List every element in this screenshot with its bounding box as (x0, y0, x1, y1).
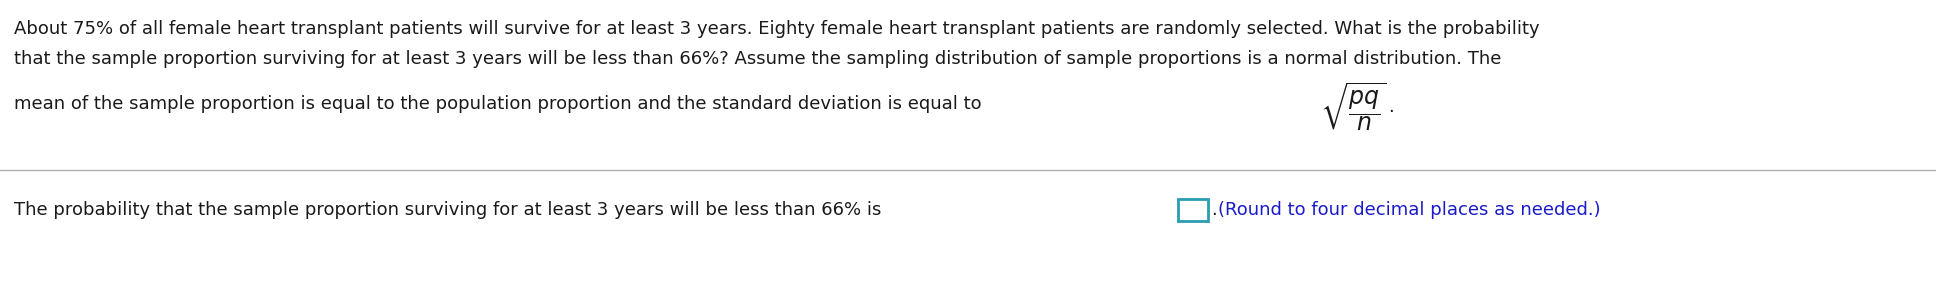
Text: mean of the sample proportion is equal to the population proportion and the stan: mean of the sample proportion is equal t… (14, 95, 982, 113)
Text: (Round to four decimal places as needed.): (Round to four decimal places as needed.… (1218, 201, 1601, 219)
Text: .: . (1388, 98, 1394, 116)
Text: that the sample proportion surviving for at least 3 years will be less than 66%?: that the sample proportion surviving for… (14, 50, 1502, 68)
Text: About 75% of all female heart transplant patients will survive for at least 3 ye: About 75% of all female heart transplant… (14, 20, 1539, 38)
Text: .: . (1212, 201, 1216, 219)
Text: $\sqrt{\dfrac{pq}{n}}$: $\sqrt{\dfrac{pq}{n}}$ (1320, 80, 1386, 134)
FancyBboxPatch shape (1177, 199, 1208, 221)
Text: The probability that the sample proportion surviving for at least 3 years will b: The probability that the sample proporti… (14, 201, 881, 219)
